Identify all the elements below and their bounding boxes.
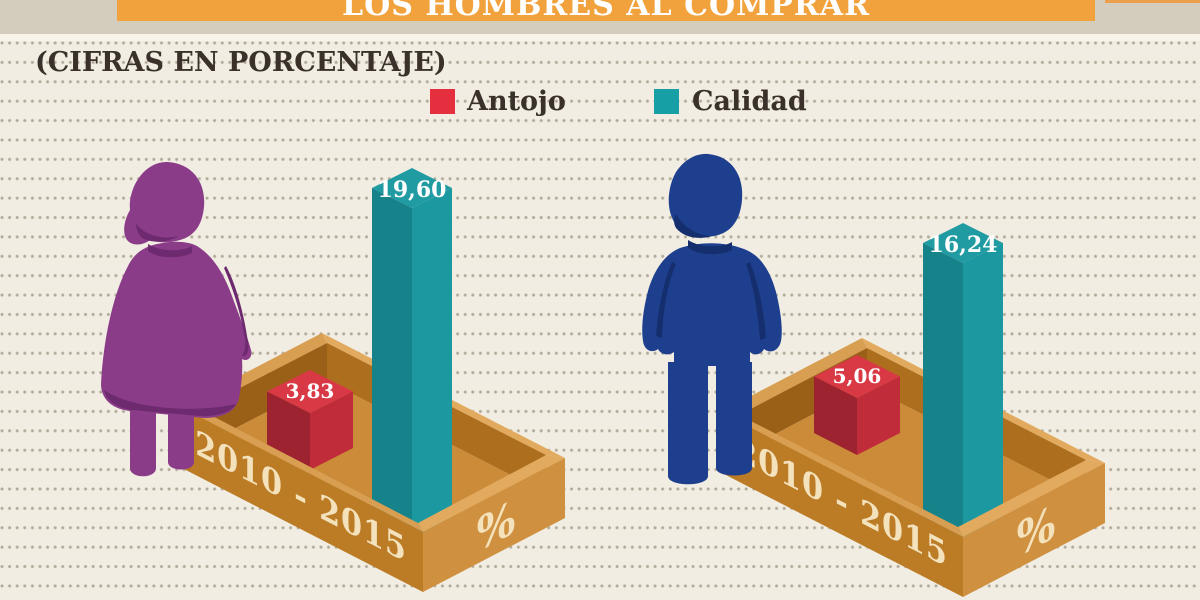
woman-figure	[101, 161, 252, 477]
light-divider-band	[0, 34, 1200, 42]
page-title: LOS HOMBRES AL COMPRAR	[341, 0, 870, 21]
platform-men-wall-front-left	[720, 412, 963, 597]
platform-women-rim-front-right	[418, 455, 565, 532]
legend-calidad-swatch	[654, 89, 679, 114]
title-banner: LOS HOMBRES AL COMPRAR	[117, 0, 1095, 21]
man-neck-shadow	[688, 240, 732, 255]
platform-women-wall-front-left	[180, 407, 423, 592]
platform-women-inner-wall-left	[199, 343, 327, 447]
platform-women-wall-front-right	[423, 458, 565, 592]
woman-dress-hem-shadow	[104, 390, 236, 417]
antojo-bar-women: 3,83	[267, 370, 353, 470]
man-arm-left-shadow	[656, 262, 676, 338]
man-leg-left	[668, 362, 708, 485]
man-head	[668, 153, 743, 237]
calidad-women-left-face	[372, 188, 412, 545]
calidad-bar-men: 16,24	[923, 223, 1003, 550]
antojo-men-value-label: 5,06	[833, 364, 882, 388]
banner-corner-strip	[1105, 0, 1200, 3]
woman-neck-shadow	[148, 244, 192, 258]
woman-hair-shadow	[136, 224, 178, 242]
legend-antojo-swatch	[430, 89, 455, 114]
antojo-men-right-face	[857, 376, 900, 455]
man-leg-right	[716, 362, 752, 476]
antojo-women-value-label: 3,83	[286, 379, 335, 403]
calidad-bar-women: 19,60	[372, 168, 452, 545]
calidad-men-left-face	[923, 243, 963, 550]
man-arm-right-shadow	[746, 262, 766, 340]
antojo-men-left-face	[814, 376, 857, 455]
man-figure	[642, 153, 782, 485]
calidad-men-right-face	[963, 243, 1003, 550]
platform-men-rim-front-right	[958, 460, 1105, 537]
calidad-women-value-label: 19,60	[378, 177, 447, 203]
platform-men-wall-front-right	[963, 463, 1105, 597]
subtitle-note: (CIFRAS EN PORCENTAJE)	[35, 47, 447, 78]
woman-leg-left	[130, 396, 156, 477]
platform-men-rim-back-left	[720, 338, 867, 415]
woman-dress	[101, 241, 252, 418]
man-torso	[642, 243, 782, 366]
woman-arm-shadow	[224, 266, 249, 357]
calidad-women-right-face	[412, 188, 452, 545]
antojo-bar-men: 5,06	[814, 355, 900, 455]
calidad-men-value-label: 16,24	[929, 232, 998, 258]
woman-head	[124, 161, 205, 245]
man-hair-shadow	[674, 214, 712, 238]
antojo-women-right-face	[310, 391, 353, 470]
legend-antojo-label: Antojo	[467, 86, 566, 117]
legend-calidad-label: Calidad	[692, 86, 807, 117]
